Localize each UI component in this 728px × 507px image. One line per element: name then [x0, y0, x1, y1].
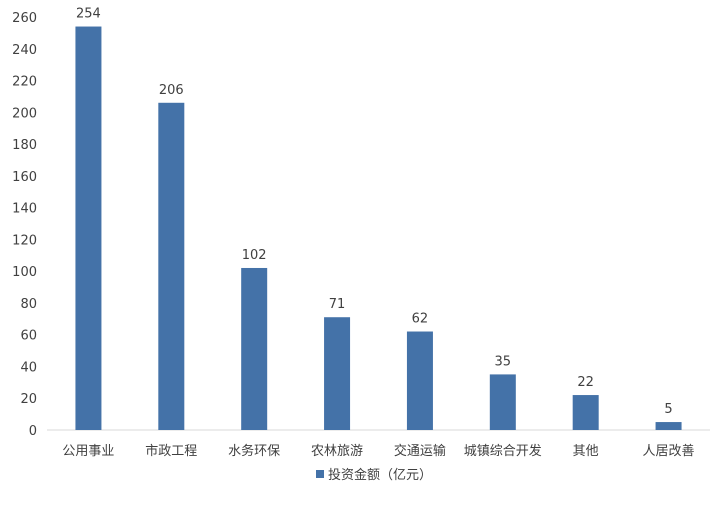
x-tick-label: 农林旅游 — [311, 444, 363, 459]
y-tick-label: 200 — [12, 106, 37, 121]
y-tick-label: 60 — [20, 329, 37, 344]
x-tick-label: 人居改善 — [643, 443, 695, 459]
x-tick-label: 市政工程 — [145, 443, 197, 459]
y-tick-label: 100 — [12, 265, 37, 280]
y-tick-label: 20 — [20, 392, 37, 407]
data-label: 102 — [242, 248, 267, 263]
bar — [324, 317, 351, 430]
bar — [572, 395, 599, 430]
bar — [489, 374, 516, 430]
x-tick-label: 城镇综合开发 — [464, 443, 542, 459]
data-label: 35 — [495, 354, 512, 369]
y-tick-label: 80 — [20, 297, 37, 312]
data-label: 71 — [329, 297, 346, 312]
bar — [241, 267, 268, 430]
bar-series — [75, 26, 682, 431]
legend-swatch — [316, 470, 324, 478]
y-tick-label: 140 — [12, 202, 37, 217]
x-tick-label: 交通运输 — [394, 443, 446, 459]
y-tick-label: 40 — [20, 360, 37, 375]
bar — [75, 26, 102, 431]
bar — [406, 331, 433, 430]
data-label: 22 — [577, 375, 594, 390]
legend: 投资金额（亿元） — [316, 467, 432, 483]
bar — [655, 422, 682, 430]
x-tick-label: 水务环保 — [228, 443, 280, 459]
y-axis: 0 20 40 60 80 100 120 140 160 180 200 220 240 260 — [12, 11, 37, 439]
x-tick-label: 公用事业 — [62, 444, 114, 459]
data-labels: 254 206 102 71 62 35 22 5 — [76, 7, 673, 418]
y-tick-label: 160 — [12, 170, 37, 185]
y-tick-label: 0 — [29, 424, 37, 439]
data-label: 206 — [159, 83, 184, 98]
data-label: 62 — [412, 312, 429, 327]
bar — [158, 102, 185, 431]
legend-label: 投资金额（亿元） — [328, 467, 432, 483]
x-tick-label: 其他 — [573, 444, 599, 459]
x-axis: 公用事业 市政工程 水务环保 农林旅游 交通运输 城镇综合开发 其他 人居改善 — [47, 429, 710, 459]
data-label: 254 — [76, 7, 101, 22]
y-tick-label: 220 — [12, 75, 37, 90]
y-tick-label: 240 — [12, 43, 37, 58]
data-label: 5 — [664, 402, 672, 417]
y-tick-label: 260 — [12, 11, 37, 26]
y-tick-label: 120 — [12, 233, 37, 248]
y-tick-label: 180 — [12, 138, 37, 153]
